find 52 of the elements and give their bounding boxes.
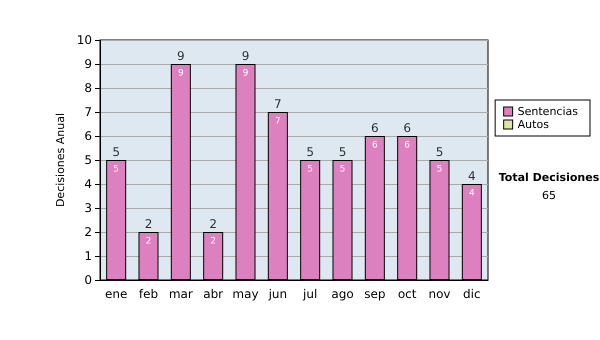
data-label: 4 <box>468 188 475 198</box>
data-label: 5 <box>307 164 314 174</box>
text: Total Decisiones <box>498 171 600 184</box>
y-tick-label: 1 <box>84 249 92 263</box>
x-tick-label: mar <box>168 287 193 301</box>
total-label: 6 <box>403 121 411 135</box>
legend-label: Sentencias <box>518 105 578 118</box>
y-tick-label: 3 <box>84 201 92 215</box>
data-label: 2 <box>210 236 216 246</box>
x-tick-label: nov <box>428 287 451 301</box>
y-tick-label: 4 <box>84 177 92 191</box>
total-label: 2 <box>144 217 152 231</box>
y-tick-label: 0 <box>84 273 92 287</box>
y-tick-label: 2 <box>84 225 92 239</box>
text: 65 <box>542 189 556 202</box>
x-tick-label: ago <box>331 287 354 301</box>
x-tick-label: oct <box>398 287 417 301</box>
x-tick-label: abr <box>203 287 224 301</box>
total-label: 9 <box>177 49 185 63</box>
x-tick-label: dic <box>463 287 481 301</box>
total-label: 7 <box>274 97 282 111</box>
total-label: 5 <box>112 145 120 159</box>
total-label: 5 <box>436 145 444 159</box>
data-label: 6 <box>404 140 410 150</box>
total-label: 9 <box>242 49 250 63</box>
total-label: 5 <box>338 145 346 159</box>
y-tick-label: 5 <box>84 153 92 167</box>
data-label: 2 <box>146 236 152 246</box>
total-label: 2 <box>209 217 217 231</box>
data-label: 9 <box>242 68 249 78</box>
y-tick-label: 8 <box>84 81 92 95</box>
y-tick-label: 6 <box>84 129 92 143</box>
data-label: 7 <box>274 116 281 126</box>
y-tick-label: 10 <box>76 33 92 47</box>
data-label: 5 <box>340 164 346 174</box>
y-axis-title: Decisiones Anual <box>54 112 67 208</box>
x-tick-label: may <box>232 287 259 301</box>
legend-label: Autos <box>518 118 550 131</box>
x-tick-label: sep <box>364 287 386 301</box>
total-label: 4 <box>468 169 476 183</box>
x-tick-label: ene <box>104 287 128 301</box>
x-tick-label: jun <box>268 287 288 301</box>
y-tick-label: 7 <box>84 105 92 119</box>
data-label: 5 <box>113 164 120 174</box>
total-label: 5 <box>306 145 314 159</box>
x-tick-label: feb <box>138 287 158 301</box>
data-label: 5 <box>436 164 442 174</box>
y-tick-label: 9 <box>84 57 92 71</box>
data-label: 6 <box>372 140 378 150</box>
total-label: 6 <box>371 121 379 135</box>
data-label: 9 <box>178 68 184 78</box>
x-tick-label: jul <box>302 287 318 301</box>
